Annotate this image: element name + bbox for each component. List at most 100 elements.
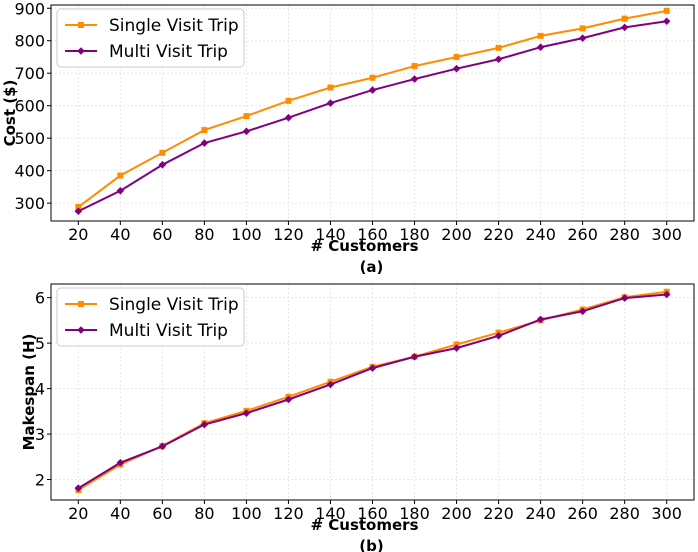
data-point [200,139,209,147]
y-tick-label: 2 [35,471,45,490]
figure-caption: (a) [360,258,384,276]
y-tick-label: 900 [14,0,45,18]
x-tick-label: 200 [441,225,472,244]
chart-panel-1: 20 40 60 80 100 120 140 160 180 200 220 240 260 280 30… [20,283,695,552]
x-tick-label: 240 [525,504,556,523]
data-point [411,63,418,70]
data-point [410,352,419,361]
data-point [74,484,83,492]
y-tick-label: 500 [14,129,45,148]
data-point [116,458,125,467]
data-point [620,23,629,32]
data-point [74,207,83,216]
x-tick-label: 180 [399,504,430,523]
legend-marker [78,301,84,307]
data-point [536,43,545,52]
legend-label: Single Visit Trip [109,16,239,36]
data-point [326,99,335,107]
x-tick-label: 300 [651,504,682,523]
x-tick-label: 100 [231,504,262,523]
y-tick-label: 600 [14,97,45,116]
x-tick-label: 140 [315,225,346,244]
legend-label: Multi Visit Trip [109,321,228,341]
data-point [201,127,208,134]
y-tick-label: 300 [14,194,45,213]
legend: Single Visit Trip Multi Visit Trip [56,287,245,347]
x-tick-label: 40 [110,504,130,523]
data-point [579,25,586,32]
x-tick-label: 200 [441,504,472,523]
data-point [327,84,334,91]
data-point [158,161,167,169]
data-point [285,97,292,104]
data-point [200,420,209,429]
legend-marker [77,326,85,334]
x-tick-label: 180 [399,225,430,244]
data-point [159,149,166,156]
y-tick-label: 5 [35,334,45,353]
y-axis-label: Cost ($) [1,80,19,147]
legend-box [56,287,245,347]
x-tick-label: 120 [273,504,304,523]
y-tick-label: 700 [14,64,45,83]
legend-label: Single Visit Trip [109,295,239,315]
legend-marker [78,22,84,28]
data-point [537,32,544,39]
data-point [116,186,125,195]
data-point [494,332,503,340]
data-point [368,364,377,372]
legend-box [56,8,245,68]
data-point [326,380,335,389]
data-point [243,113,250,120]
data-point [117,172,124,179]
data-point [662,290,671,299]
legend: Single Visit Trip Multi Visit Trip [56,8,245,68]
data-point [410,75,419,83]
data-point [578,307,587,316]
x-tick-label: 160 [357,504,388,523]
legend-marker [77,47,85,55]
x-tick-label: 120 [273,225,304,244]
x-tick-label: 20 [68,225,88,244]
x-tick-label: 220 [483,504,514,523]
x-tick-label: 60 [152,504,172,523]
x-tick-label: 220 [483,225,514,244]
y-tick-label: 3 [35,425,45,444]
x-tick-label: 60 [152,225,172,244]
data-point [242,409,251,417]
y-tick-label: 4 [35,380,45,399]
y-axis-label: Makespan (H) [20,334,38,451]
data-point [284,395,293,404]
x-tick-label: 100 [231,225,262,244]
data-point [158,442,167,451]
data-point [536,315,545,324]
x-tick-label: 40 [110,225,130,244]
x-tick-label: 260 [567,225,598,244]
data-point [662,17,671,26]
y-tick-label: 6 [35,289,45,308]
data-point [284,113,293,122]
figure-caption: (b) [359,537,383,552]
data-point [620,294,629,302]
data-point [452,64,461,73]
data-point [75,204,82,211]
x-tick-label: 280 [609,225,640,244]
x-tick-label: 260 [567,504,598,523]
legend-label: Multi Visit Trip [109,42,228,62]
x-tick-label: 80 [194,225,214,244]
data-point [453,53,460,60]
data-point [452,344,461,352]
data-point [578,34,587,42]
data-point [663,7,670,14]
data-point [621,15,628,22]
y-tick-label: 400 [14,162,45,181]
x-tick-label: 160 [357,225,388,244]
data-point [368,86,377,94]
x-tick-label: 240 [525,225,556,244]
data-point [495,44,502,51]
y-tick-label: 800 [14,32,45,51]
x-tick-label: 280 [609,504,640,523]
x-tick-label: 140 [315,504,346,523]
x-tick-label: 20 [68,504,88,523]
